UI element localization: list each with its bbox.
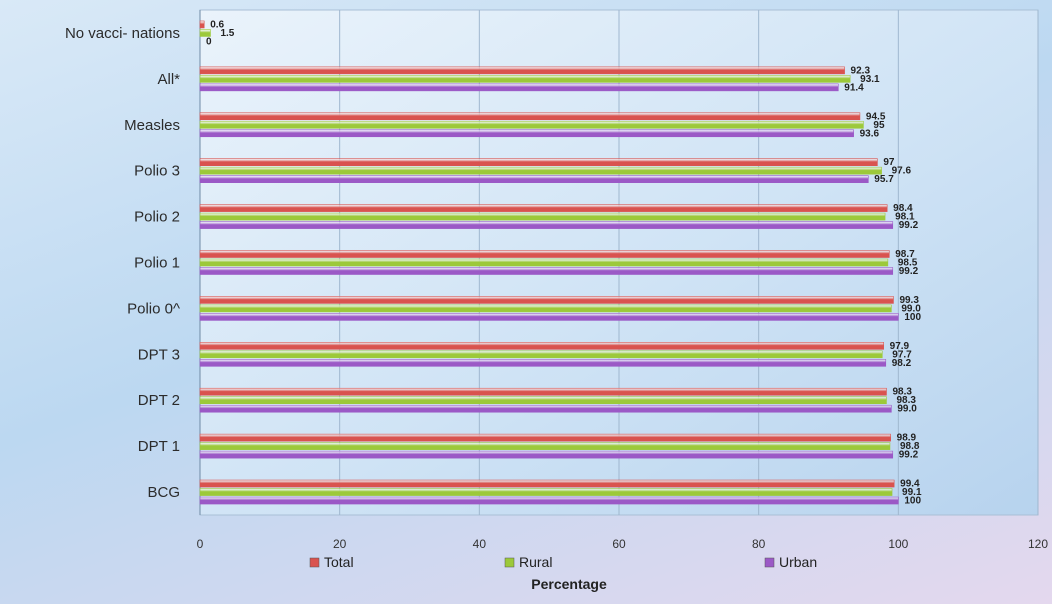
legend-label: Rural xyxy=(519,554,552,570)
data-label: 97.7 xyxy=(892,349,912,360)
data-label: 98.8 xyxy=(900,441,920,452)
x-tick-label: 20 xyxy=(333,537,347,551)
data-label: 98.4 xyxy=(893,203,913,214)
data-label: 99.3 xyxy=(899,295,919,306)
data-label: 99.0 xyxy=(901,303,921,314)
data-label: 98.9 xyxy=(897,433,917,444)
data-label: 94.5 xyxy=(866,111,886,122)
x-tick-label: 100 xyxy=(888,537,908,551)
bar-total xyxy=(199,433,891,442)
bar-urban xyxy=(199,175,869,183)
bar-rural xyxy=(199,396,887,405)
legend-label: Urban xyxy=(779,554,817,570)
legend-swatch-total xyxy=(309,557,320,568)
x-tick-label: 120 xyxy=(1028,537,1048,551)
data-label: 95 xyxy=(873,120,885,131)
data-label: 100 xyxy=(904,312,921,323)
category-label: DPT 3 xyxy=(138,346,180,363)
bar-rural xyxy=(199,212,886,221)
category-label: All* xyxy=(157,71,180,88)
data-label: 91.4 xyxy=(844,82,864,93)
data-label: 1.5 xyxy=(220,28,234,39)
data-label: 99.2 xyxy=(899,450,919,461)
x-tick-label: 0 xyxy=(197,537,204,551)
x-tick-label: 40 xyxy=(473,537,487,551)
category-label: No vacci- nations xyxy=(65,25,180,42)
data-label: 98.1 xyxy=(895,212,915,223)
data-label: 100 xyxy=(904,496,921,507)
category-label: Polio 2 xyxy=(134,209,180,226)
bar-total xyxy=(199,342,884,350)
data-label: 97.9 xyxy=(890,341,910,352)
bar-total xyxy=(199,112,861,121)
bar-total xyxy=(199,20,205,29)
bar-urban xyxy=(199,450,894,459)
bar-urban xyxy=(199,221,894,229)
legend-label: Total xyxy=(324,554,354,570)
bar-total xyxy=(199,479,895,488)
data-label: 99.2 xyxy=(899,220,919,231)
bar-rural xyxy=(199,350,883,359)
category-label: DPT 2 xyxy=(138,392,180,409)
bar-rural xyxy=(199,75,851,83)
bar-rural xyxy=(199,120,864,129)
data-label: 93.1 xyxy=(860,74,880,85)
x-axis-title: Percentage xyxy=(531,576,607,592)
data-label: 0 xyxy=(206,36,212,47)
category-label: DPT 1 xyxy=(138,438,180,455)
x-tick-label: 80 xyxy=(752,537,766,551)
data-label: 97 xyxy=(883,157,895,168)
data-label: 99.1 xyxy=(902,487,922,498)
category-label: Polio 1 xyxy=(134,255,180,272)
bar-rural xyxy=(199,442,891,450)
bar-urban xyxy=(199,359,887,367)
data-label: 98.5 xyxy=(898,258,918,269)
data-label: 95.7 xyxy=(874,174,894,185)
data-label: 92.3 xyxy=(851,65,871,76)
legend-swatch-urban xyxy=(764,557,775,568)
bar-rural xyxy=(199,166,882,175)
category-label: Measles xyxy=(124,117,180,134)
legend-swatch-rural xyxy=(504,557,515,568)
data-label: 98.3 xyxy=(896,395,916,406)
bar-rural xyxy=(199,258,889,267)
data-label: 97.6 xyxy=(892,166,912,177)
data-label: 0.6 xyxy=(210,19,224,30)
bar-urban xyxy=(199,129,854,138)
data-label: 98.3 xyxy=(892,387,912,398)
x-tick-label: 60 xyxy=(612,537,626,551)
bar-urban xyxy=(199,267,894,275)
category-label: BCG xyxy=(147,484,180,501)
data-label: 99.4 xyxy=(900,479,920,490)
data-label: 98.2 xyxy=(892,358,912,369)
data-label: 93.6 xyxy=(860,128,880,139)
data-label: 99.2 xyxy=(899,266,919,277)
bar-urban xyxy=(199,83,839,92)
bar-rural xyxy=(199,488,893,496)
bar-total xyxy=(199,296,894,304)
bar-total xyxy=(199,250,890,258)
data-label: 98.7 xyxy=(895,249,915,260)
bar-total xyxy=(199,66,845,75)
bar-rural xyxy=(199,29,211,37)
bar-urban xyxy=(199,404,892,413)
bar-rural xyxy=(199,304,892,313)
bar-urban xyxy=(199,496,899,505)
category-label: Polio 0^ xyxy=(127,300,180,317)
bar-total xyxy=(199,158,878,166)
bar-urban xyxy=(199,313,899,321)
bar-total xyxy=(199,387,887,396)
category-label: Polio 3 xyxy=(134,163,180,180)
bar-total xyxy=(199,204,888,212)
data-label: 99.0 xyxy=(897,404,917,415)
